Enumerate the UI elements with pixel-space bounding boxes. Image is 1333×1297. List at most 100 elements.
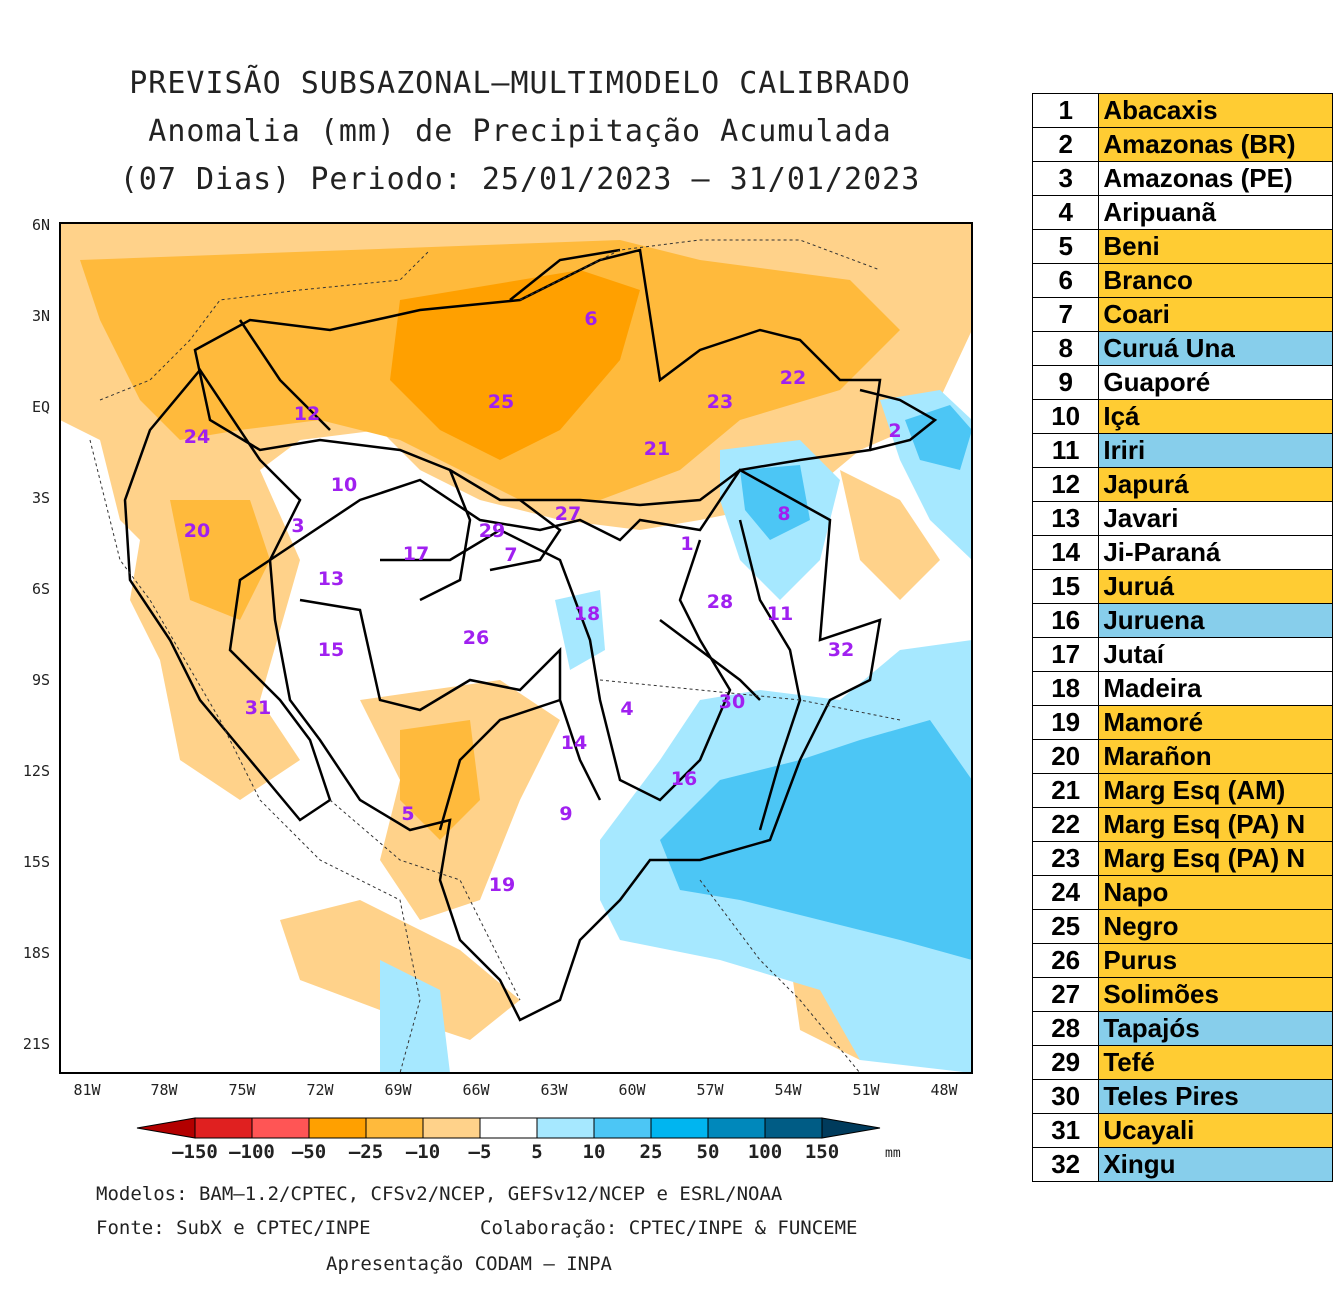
title-line-3: (07 Dias) Periodo: 25/01/2023 – 31/01/20… — [119, 162, 921, 197]
basin-number-cell: 19 — [1031, 705, 1100, 740]
basin-name-cell: Teles Pires — [1098, 1079, 1333, 1114]
basin-name-cell: Juruá — [1098, 569, 1333, 604]
lon-tick-label: 75W — [228, 1081, 256, 1099]
table-row: 32 Xingu — [1031, 1147, 1333, 1182]
plot-frame — [59, 222, 973, 1074]
lat-tick-label: 6S — [32, 580, 50, 598]
colorbar-label: –5 — [469, 1141, 492, 1163]
footer-models: Modelos: BAM–1.2/CPTEC, CFSv2/NCEP, GEFS… — [96, 1183, 783, 1205]
basin-name-cell: Branco — [1098, 263, 1333, 298]
footer-presentation: Apresentação CODAM – INPA — [326, 1253, 612, 1275]
table-row: 30 Teles Pires — [1031, 1079, 1333, 1114]
basin-number-cell: 5 — [1031, 229, 1100, 264]
table-row: 16 Juruena — [1031, 603, 1333, 638]
basin-name-cell: Marg Esq (AM) — [1098, 773, 1333, 808]
basin-label: 4 — [620, 698, 633, 720]
basin-label: 26 — [463, 627, 489, 649]
table-row: 22 Marg Esq (PA) N — [1031, 807, 1333, 842]
basin-number-cell: 23 — [1031, 841, 1100, 876]
table-row: 7 Coari — [1031, 297, 1333, 332]
basin-name-cell: Napo — [1098, 875, 1333, 910]
basin-label: 32 — [828, 639, 854, 661]
positive-anomaly-southeast-core — [660, 720, 972, 960]
table-row: 15 Juruá — [1031, 569, 1333, 604]
basin-name-cell: Marañon — [1098, 739, 1333, 774]
basin-number-cell: 7 — [1031, 297, 1100, 332]
basin-number-cell: 15 — [1031, 569, 1100, 604]
colorbar-swatch — [764, 1117, 823, 1139]
colorbar-swatch — [707, 1117, 766, 1139]
colorbar-label: –100 — [229, 1141, 275, 1163]
basin-number-cell: 8 — [1031, 331, 1100, 366]
basin-label: 11 — [767, 603, 793, 625]
colorbar-label: 100 — [748, 1141, 782, 1163]
latitude-axis: 6N 3N EQ 3S 6S 9S 12S 15S 18S 21S — [23, 216, 50, 1053]
basin-name-cell: Purus — [1098, 943, 1333, 978]
table-row: 29 Tefé — [1031, 1045, 1333, 1080]
colorbar-swatch — [365, 1117, 424, 1139]
basin-number-cell: 11 — [1031, 433, 1100, 468]
basin-number-cell: 27 — [1031, 977, 1100, 1012]
lon-tick-label: 51W — [852, 1081, 880, 1099]
basin-name-cell: Içá — [1098, 399, 1333, 434]
longitude-axis: 81W 78W 75W 72W 69W 66W 63W 60W 57W 54W … — [73, 1081, 958, 1099]
colorbar-swatch — [422, 1117, 481, 1139]
table-row: 21 Marg Esq (AM) — [1031, 773, 1333, 808]
basin-number-cell: 9 — [1031, 365, 1100, 400]
lat-tick-label: 6N — [32, 216, 50, 234]
basin-label: 27 — [555, 503, 581, 525]
basin-label: 6 — [584, 308, 597, 330]
table-row: 8 Curuá Una — [1031, 331, 1333, 366]
basin-label: 5 — [401, 803, 414, 825]
colorbar-swatch — [479, 1117, 538, 1139]
basin-name-cell: Mamoré — [1098, 705, 1333, 740]
basin-label: 31 — [245, 697, 271, 719]
basin-number-cell: 6 — [1031, 263, 1100, 298]
basin-label: 1 — [680, 533, 693, 555]
basin-number-cell: 17 — [1031, 637, 1100, 672]
basin-number-cell: 12 — [1031, 467, 1100, 502]
basin-number-cell: 22 — [1031, 807, 1100, 842]
basin-label: 25 — [488, 391, 514, 413]
lat-tick-label: 9S — [32, 671, 50, 689]
basin-name-cell: Curuá Una — [1098, 331, 1333, 366]
basin-label: 28 — [707, 591, 733, 613]
lon-tick-label: 72W — [306, 1081, 334, 1099]
lon-tick-label: 66W — [462, 1081, 490, 1099]
lon-tick-label: 48W — [930, 1081, 958, 1099]
anomaly-field — [60, 223, 972, 1073]
basin-label: 19 — [489, 874, 515, 896]
footer-collab: Colaboração: CPTEC/INPE & FUNCEME — [480, 1217, 858, 1239]
basin-name-cell: Marg Esq (PA) N — [1098, 807, 1333, 842]
negative-anomaly-strong — [390, 270, 640, 460]
basin-number-cell: 16 — [1031, 603, 1100, 638]
table-row: 12 Japurá — [1031, 467, 1333, 502]
basin-name-cell: Solimões — [1098, 977, 1333, 1012]
colorbar-swatch — [194, 1117, 253, 1139]
basin-name-cell: Xingu — [1098, 1147, 1333, 1182]
colorbar-swatch — [136, 1117, 196, 1139]
basin-number-cell: 3 — [1031, 161, 1100, 196]
colorbar-swatch — [821, 1117, 881, 1139]
table-row: 31 Ucayali — [1031, 1113, 1333, 1148]
positive-anomaly-ne-core — [905, 405, 972, 470]
basin-label: 30 — [719, 691, 745, 713]
basin-name-cell: Negro — [1098, 909, 1333, 944]
table-row: 6 Branco — [1031, 263, 1333, 298]
basin-name-cell: Tapajós — [1098, 1011, 1333, 1046]
negative-anomaly-east — [840, 470, 940, 600]
colorbar-label: 50 — [697, 1141, 720, 1163]
colorbar-label: –10 — [406, 1141, 440, 1163]
basin-label: 2 — [888, 420, 901, 442]
colorbar-label: –25 — [349, 1141, 383, 1163]
basin-label: 10 — [331, 474, 357, 496]
table-row: 10 Içá — [1031, 399, 1333, 434]
basin-label: 20 — [184, 520, 210, 542]
basin-label: 7 — [504, 544, 517, 566]
basin-legend-table: 1 Abacaxis 2 Amazonas (BR) 3 Amazonas (PE) 4 Ar… — [1031, 93, 1333, 1182]
table-row: 3 Amazonas (PE) — [1031, 161, 1333, 196]
table-row: 27 Solimões — [1031, 977, 1333, 1012]
negative-anomaly-west-core — [170, 500, 270, 620]
table-row: 14 Ji-Paraná — [1031, 535, 1333, 570]
basin-number-cell: 30 — [1031, 1079, 1100, 1114]
